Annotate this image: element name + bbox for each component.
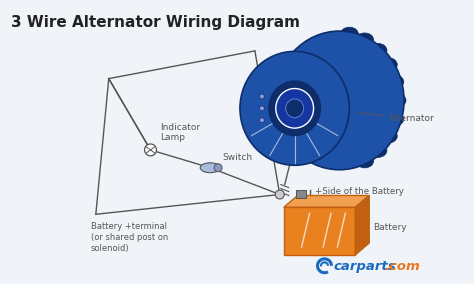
Ellipse shape [200, 163, 220, 173]
Ellipse shape [386, 75, 404, 89]
Ellipse shape [340, 27, 358, 41]
Text: Battery: Battery [373, 223, 407, 232]
Ellipse shape [259, 94, 264, 99]
Ellipse shape [388, 93, 406, 107]
Ellipse shape [269, 81, 320, 135]
Ellipse shape [369, 43, 387, 57]
Bar [296, 189, 306, 199]
Polygon shape [356, 195, 369, 255]
Bar [284, 207, 356, 255]
Ellipse shape [259, 106, 264, 111]
Text: Indicator
Lamp: Indicator Lamp [161, 123, 201, 142]
Ellipse shape [145, 144, 156, 156]
Text: 3 Wire Alternator Wiring Diagram: 3 Wire Alternator Wiring Diagram [11, 15, 301, 30]
Text: +Side of the Battery: +Side of the Battery [315, 187, 403, 196]
Ellipse shape [379, 58, 397, 72]
Polygon shape [284, 195, 369, 207]
Text: Alternator: Alternator [357, 112, 435, 123]
Text: carparts: carparts [333, 260, 396, 273]
Ellipse shape [356, 154, 374, 168]
Ellipse shape [369, 143, 387, 157]
Ellipse shape [259, 118, 264, 123]
Text: .com: .com [384, 260, 420, 273]
Ellipse shape [275, 31, 404, 170]
Ellipse shape [275, 190, 284, 199]
Ellipse shape [379, 129, 397, 143]
Ellipse shape [276, 89, 313, 128]
Ellipse shape [240, 51, 349, 165]
Ellipse shape [286, 99, 304, 118]
Text: Switch: Switch [222, 153, 252, 162]
Ellipse shape [356, 33, 374, 47]
Text: Battery +terminal
(or shared post on
solenoid): Battery +terminal (or shared post on sol… [91, 222, 168, 253]
Ellipse shape [386, 112, 404, 126]
Ellipse shape [214, 164, 222, 172]
